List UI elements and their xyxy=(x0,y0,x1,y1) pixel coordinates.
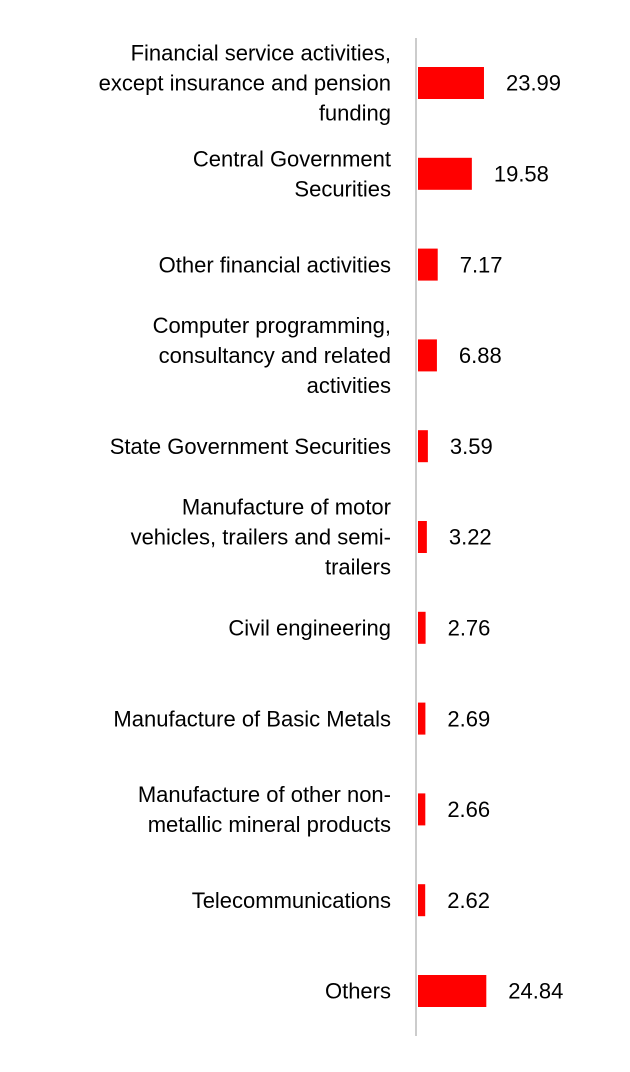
category-label-line: Financial service activities, xyxy=(131,41,391,66)
category-label-line: vehicles, trailers and semi- xyxy=(131,525,391,550)
category-label-line: funding xyxy=(319,101,391,126)
value-label: 2.66 xyxy=(447,797,490,822)
category-label: Other financial activities xyxy=(159,252,391,277)
bar xyxy=(418,521,427,553)
category-label-line: activities xyxy=(307,373,391,398)
category-label-line: metallic mineral products xyxy=(148,812,391,837)
bar xyxy=(418,975,487,1007)
value-label: 3.22 xyxy=(449,525,492,550)
value-label: 2.62 xyxy=(447,888,490,913)
category-label: Manufacture of other non-metallic minera… xyxy=(138,782,391,837)
bar-layer xyxy=(418,67,487,1007)
category-label-line: Others xyxy=(325,979,391,1004)
bar xyxy=(418,248,438,281)
category-label-line: Manufacture of Basic Metals xyxy=(113,706,391,731)
bar xyxy=(418,430,428,463)
value-label: 23.99 xyxy=(506,71,561,96)
value-label: 2.69 xyxy=(447,706,490,731)
category-label: State Government Securities xyxy=(110,434,391,459)
category-label: Manufacture of motor vehicles, trailers a… xyxy=(131,495,391,580)
category-label-layer: Financial service activities, except insu… xyxy=(99,41,391,1004)
value-label-layer: 23.99 19.58 7.17 6.88 3.59 3.22 2.76 2.69 2.66 2.… xyxy=(447,71,563,1004)
value-label: 19.58 xyxy=(494,162,549,187)
category-label: Manufacture of Basic Metals xyxy=(113,706,391,731)
category-label-line: Central Government xyxy=(193,147,391,172)
category-label-line: Telecommunications xyxy=(192,888,391,913)
category-label: Computer programming, consultancy and rel… xyxy=(153,313,391,398)
category-label-line: Manufacture of motor xyxy=(182,495,391,520)
category-label: Civil engineering xyxy=(228,616,391,641)
value-label: 6.88 xyxy=(459,343,502,368)
category-label-line: Civil engineering xyxy=(228,616,391,641)
bar xyxy=(418,702,426,735)
bar xyxy=(418,611,426,644)
value-label: 7.17 xyxy=(460,252,503,277)
category-label: Central Government Securities xyxy=(193,147,391,202)
bar xyxy=(418,157,472,190)
bar xyxy=(418,793,426,826)
bar xyxy=(418,884,426,917)
category-label-line: Manufacture of other non- xyxy=(138,782,391,807)
category-label-line: consultancy and related xyxy=(159,343,391,368)
category-label-line: Other financial activities xyxy=(159,252,391,277)
category-label-line: Securities xyxy=(294,177,391,202)
category-label-line: Computer programming, xyxy=(153,313,391,338)
bar xyxy=(418,67,484,99)
value-label: 24.84 xyxy=(508,979,563,1004)
category-label: Financial service activities, except insu… xyxy=(99,41,391,126)
value-label: 2.76 xyxy=(448,616,491,641)
category-label-line: State Government Securities xyxy=(110,434,391,459)
value-label: 3.59 xyxy=(450,434,493,459)
bar xyxy=(418,339,437,372)
category-label: Telecommunications xyxy=(192,888,391,913)
category-label-line: trailers xyxy=(325,555,391,580)
category-label: Others xyxy=(325,979,391,1004)
category-label-line: except insurance and pension xyxy=(99,71,391,96)
